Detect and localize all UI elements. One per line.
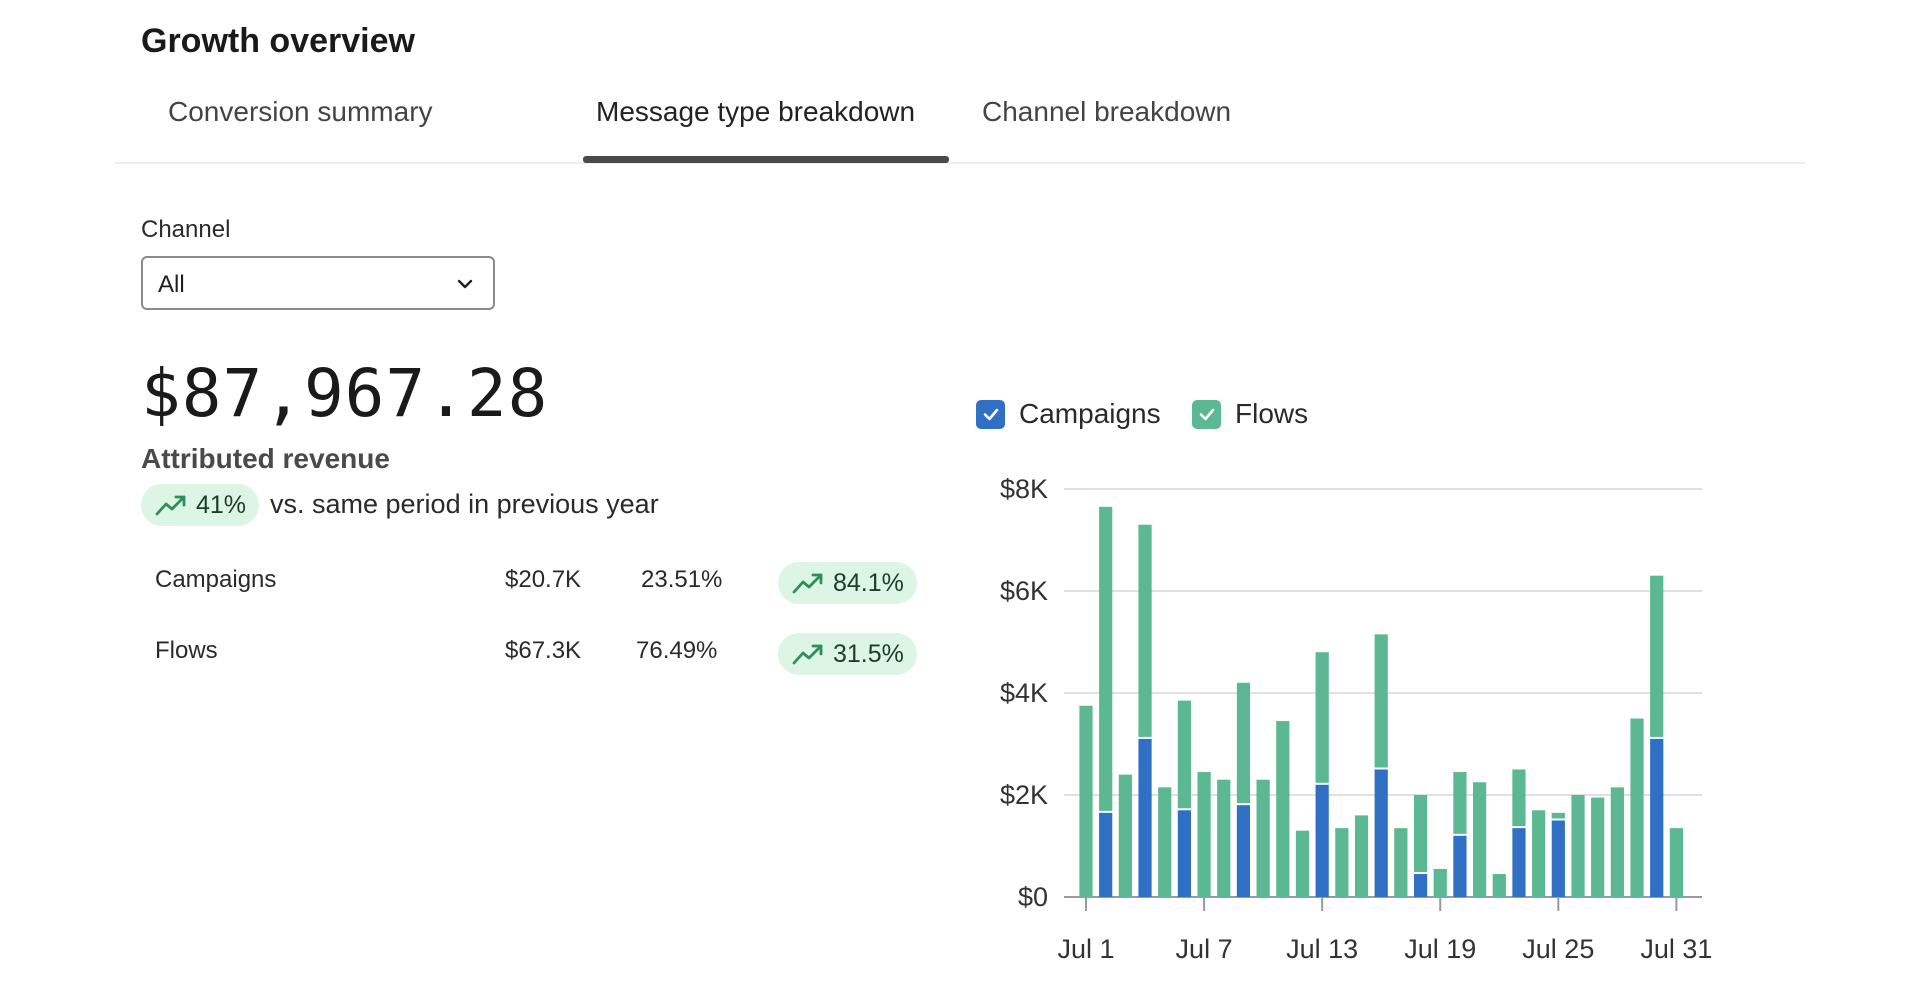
bar-flows <box>1217 779 1231 897</box>
x-tick-label: Jul 1 <box>1057 934 1114 964</box>
bar-campaigns <box>1099 812 1113 897</box>
bar-flows <box>1492 874 1506 897</box>
y-tick-label: $4K <box>1000 678 1048 708</box>
bar-campaigns <box>1650 738 1664 897</box>
bar-flows <box>1571 795 1585 897</box>
bar-flows <box>1177 700 1191 809</box>
breakdown-name: Campaigns <box>155 566 277 593</box>
bar-flows <box>1158 787 1172 897</box>
bar-flows <box>1650 575 1664 737</box>
bar-flows <box>1532 810 1546 897</box>
breakdown-change-value: 84.1% <box>833 568 904 597</box>
y-tick-label: $8K <box>1000 474 1048 504</box>
total-change-badge: 41% <box>141 484 260 526</box>
y-tick-label: $0 <box>1018 882 1048 912</box>
breakdown-share: 76.49% <box>636 637 718 664</box>
x-tick-label: Jul 31 <box>1640 934 1712 964</box>
y-tick-label: $6K <box>1000 576 1048 606</box>
breakdown-revenue: $67.3K <box>505 637 582 664</box>
total-change-value: 41% <box>196 490 247 519</box>
bar-flows <box>1079 705 1093 897</box>
comparison-text: vs. same period in previous year <box>270 489 659 519</box>
bar-flows <box>1512 769 1526 827</box>
legend-campaigns[interactable]: Campaigns <box>976 398 1161 430</box>
channel-select[interactable]: All <box>141 256 495 310</box>
bar-flows <box>1335 828 1349 897</box>
breakdown-change-badge: 84.1% <box>778 562 917 604</box>
legend-label: Campaigns <box>1019 398 1161 429</box>
bar-campaigns <box>1138 738 1152 897</box>
channel-filter-label: Channel <box>141 216 231 243</box>
tab-channel-breakdown[interactable]: Channel breakdown <box>982 96 1232 127</box>
tab-bar: Conversion summary Message type breakdow… <box>115 88 1805 164</box>
bar-flows <box>1256 779 1270 897</box>
bar-flows <box>1433 868 1447 897</box>
bar-flows <box>1551 812 1565 819</box>
x-tick-label: Jul 7 <box>1176 934 1233 964</box>
page-title: Growth overview <box>141 22 415 60</box>
total-revenue-value: $87,967.28 <box>141 355 549 432</box>
bar-flows <box>1630 718 1644 897</box>
breakdown-change-badge: 31.5% <box>778 633 917 675</box>
x-tick-label: Jul 13 <box>1286 934 1358 964</box>
breakdown-name: Flows <box>155 637 218 664</box>
bar-flows <box>1413 795 1428 873</box>
check-icon <box>983 408 998 421</box>
y-tick-label: $2K <box>1000 780 1048 810</box>
bar-flows <box>1473 782 1487 897</box>
bar-flows <box>1669 828 1683 897</box>
legend-flows[interactable]: Flows <box>1192 398 1308 430</box>
trend-up-icon <box>792 644 823 665</box>
bar-campaigns <box>1512 828 1526 897</box>
trend-up-icon <box>155 495 186 516</box>
legend-label: Flows <box>1235 398 1309 429</box>
check-icon <box>1199 408 1214 421</box>
bar-campaigns <box>1551 820 1565 897</box>
x-tick-label: Jul 19 <box>1404 934 1476 964</box>
bar-flows <box>1099 506 1113 811</box>
bar-flows <box>1295 830 1310 897</box>
bar-flows <box>1315 652 1329 783</box>
bar-campaigns <box>1177 810 1191 897</box>
bar-campaigns <box>1413 874 1428 897</box>
breakdown-revenue: $20.7K <box>505 566 582 593</box>
trend-up-icon <box>792 573 823 594</box>
bar-flows <box>1197 772 1211 897</box>
channel-select-value: All <box>158 271 185 298</box>
bar-flows <box>1453 772 1467 834</box>
flows-checkbox[interactable] <box>1192 399 1221 429</box>
bar-flows <box>1236 682 1251 804</box>
bar-flows <box>1591 797 1605 897</box>
breakdown-share: 23.51% <box>641 566 723 593</box>
tab-conversion-summary[interactable]: Conversion summary <box>168 96 433 127</box>
x-tick-label: Jul 25 <box>1522 934 1594 964</box>
breakdown-change-value: 31.5% <box>833 639 904 668</box>
revenue-bar-chart: $0 $2K $4K $6K $8K Jul 1 Jul 7 Jul 13 Jul 19 Jul … <box>1000 474 1712 964</box>
bar-flows <box>1354 815 1369 897</box>
bar-campaigns <box>1236 805 1251 897</box>
bar-flows <box>1374 634 1388 768</box>
tab-message-type-breakdown[interactable]: Message type breakdown <box>596 96 916 127</box>
active-tab-indicator <box>583 156 949 163</box>
bar-flows <box>1118 774 1132 897</box>
bar-flows <box>1276 721 1290 897</box>
bar-campaigns <box>1453 835 1467 897</box>
bar-flows <box>1138 524 1152 737</box>
bar-flows <box>1394 828 1408 897</box>
chevron-down-icon <box>457 279 473 289</box>
campaigns-checkbox[interactable] <box>976 399 1005 429</box>
bar-campaigns <box>1315 784 1329 897</box>
total-revenue-label: Attributed revenue <box>141 443 390 474</box>
bar-flows <box>1610 787 1624 897</box>
bar-campaigns <box>1374 769 1388 897</box>
